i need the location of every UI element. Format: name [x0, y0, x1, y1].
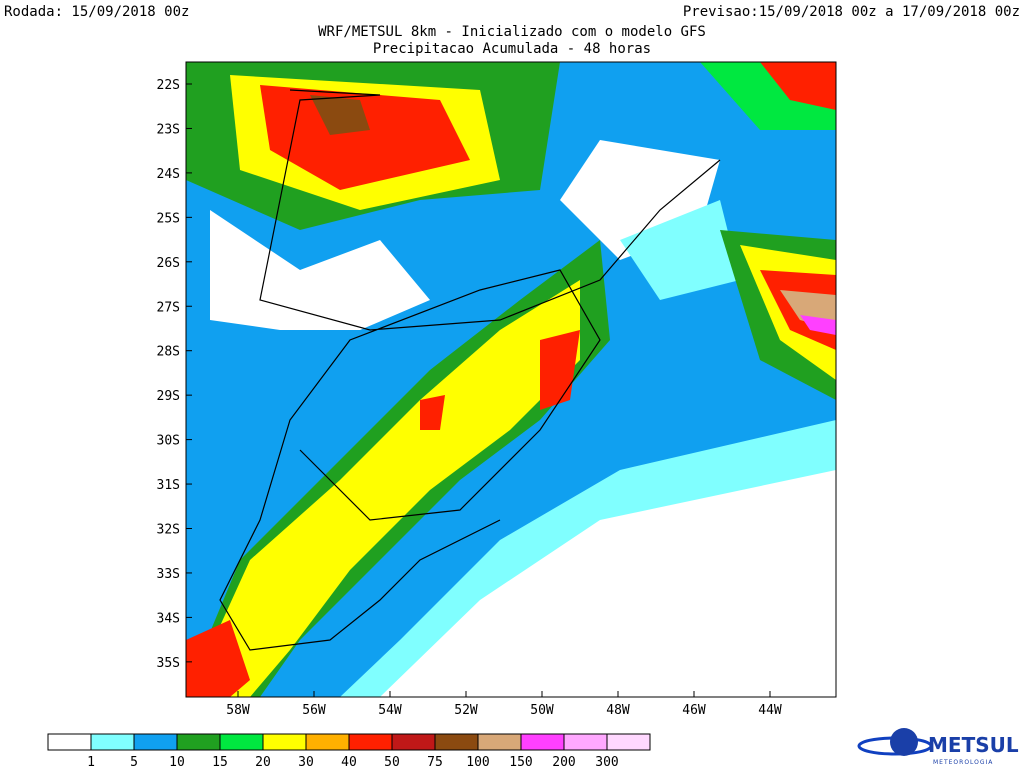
- lat-label: 32S: [157, 523, 180, 538]
- lon-label: 44W: [758, 703, 782, 718]
- colorbar-swatch: [477, 733, 522, 751]
- colorbar-swatch: [348, 733, 393, 751]
- lat-label: 22S: [157, 78, 180, 93]
- subtitle: Precipitacao Acumulada - 48 horas: [373, 41, 651, 57]
- colorbar-label: 50: [384, 755, 400, 770]
- lat-label: 27S: [157, 300, 180, 315]
- colorbar-label: 150: [509, 755, 532, 770]
- colorbar-swatch: [520, 733, 565, 751]
- colorbar-swatch: [47, 733, 92, 751]
- colorbar-label: 40: [341, 755, 357, 770]
- logo: METSUL METEOROLOGIA: [857, 728, 1019, 766]
- forecast-label: Previsao:15/09/2018 00z a 17/09/2018 00z: [683, 4, 1020, 20]
- colorbar-label: 5: [130, 755, 138, 770]
- colorbar-swatch: [219, 733, 264, 751]
- colorbar-swatch: [391, 733, 436, 751]
- colorbar-label: 1: [87, 755, 95, 770]
- colorbar-label: 20: [255, 755, 271, 770]
- title: WRF/METSUL 8km - Inicializado com o mode…: [318, 24, 706, 40]
- lon-label: 46W: [682, 703, 706, 718]
- lon-label: 48W: [606, 703, 630, 718]
- lat-label: 25S: [157, 211, 180, 226]
- run-label: Rodada: 15/09/2018 00z: [4, 4, 189, 20]
- longitude-labels: 58W 56W 54W 52W 50W 48W 46W 44W: [226, 691, 782, 718]
- colorbar-label: 30: [298, 755, 314, 770]
- colorbar-swatch: [90, 733, 135, 751]
- colorbar-label: 10: [169, 755, 185, 770]
- lat-label: 35S: [157, 656, 180, 671]
- lon-label: 54W: [378, 703, 402, 718]
- lat-label: 28S: [157, 345, 180, 360]
- logo-globe: [890, 728, 918, 756]
- colorbar-label: 100: [466, 755, 489, 770]
- colorbar-swatch: [305, 733, 350, 751]
- logo-name: METSUL: [928, 733, 1019, 757]
- lon-label: 52W: [454, 703, 478, 718]
- lat-label: 31S: [157, 478, 180, 493]
- lat-label: 30S: [157, 434, 180, 449]
- lat-label: 29S: [157, 389, 180, 404]
- colorbar-label: 200: [552, 755, 575, 770]
- lon-label: 58W: [226, 703, 250, 718]
- colorbar-swatch: [606, 733, 651, 751]
- colorbar-swatch: [563, 733, 608, 751]
- colorbar: 1 5 10 15 20 30 40 50 75 100 150 200 300: [47, 733, 651, 770]
- latitude-labels: 22S 23S 24S 25S 26S 27S 28S 29S 30S 31S 32S 33S 34S 3…: [157, 78, 192, 671]
- colorbar-swatch: [262, 733, 307, 751]
- colorbar-swatch: [133, 733, 178, 751]
- lat-label: 26S: [157, 256, 180, 271]
- colorbar-label: 15: [212, 755, 228, 770]
- lat-label: 23S: [157, 122, 180, 137]
- colorbar-label: 75: [427, 755, 443, 770]
- colorbar-label: 300: [595, 755, 618, 770]
- lat-label: 33S: [157, 567, 180, 582]
- colorbar-swatch: [434, 733, 479, 751]
- lon-label: 50W: [530, 703, 554, 718]
- lat-label: 34S: [157, 611, 180, 626]
- logo-tagline: METEOROLOGIA: [933, 759, 993, 766]
- map-field: [185, 61, 837, 698]
- colorbar-swatch: [176, 733, 221, 751]
- lon-label: 56W: [302, 703, 326, 718]
- lat-label: 24S: [157, 167, 180, 182]
